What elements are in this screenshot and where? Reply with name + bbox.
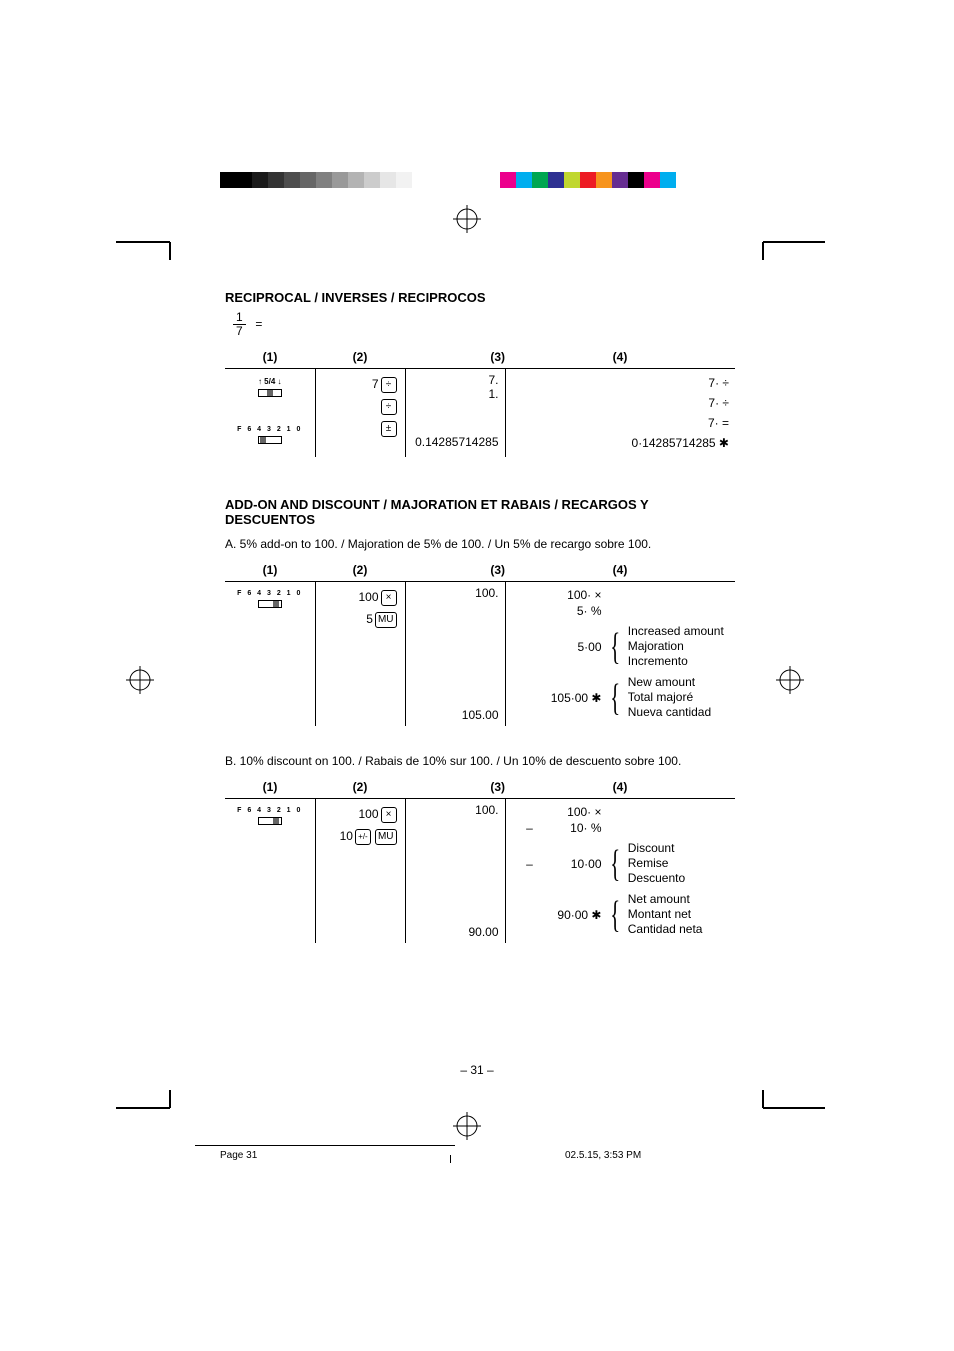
decimal-switch: F 6 4 3 2 1 0	[237, 426, 302, 447]
print-line: 10· %	[540, 821, 602, 835]
col-header-4: (4)	[505, 346, 735, 369]
display-value: 7.	[412, 373, 499, 387]
col-header-2: (2)	[315, 346, 405, 369]
print-line: 100· ×	[540, 588, 602, 602]
display-value: 1.	[412, 387, 499, 401]
print-line: 0·14285714285 ✱	[512, 433, 730, 453]
plusminus-key: ±	[381, 421, 397, 437]
brace-labels: Net amount Montant net Cantidad neta	[628, 892, 703, 937]
display-value: 0.14285714285	[412, 435, 499, 449]
divide-key: ÷	[381, 377, 397, 393]
fraction-expression: 1 7 =	[233, 311, 735, 338]
page-content: RECIPROCAL / INVERSES / RECIPROCOS 1 7 =…	[225, 290, 735, 943]
discount-table-b: (1) (2) (3) (4) F 6 4 3 2 1 0 100× 10+/-…	[225, 776, 735, 943]
footer-rule	[195, 1145, 455, 1146]
print-line: 5· %	[540, 604, 602, 618]
registration-mark-right	[776, 666, 804, 697]
addon-table-a: (1) (2) (3) (4) F 6 4 3 2 1 0 100× 5MU 1…	[225, 559, 735, 726]
subsection-a-text: A. 5% add-on to 100. / Majoration de 5% …	[225, 537, 735, 551]
crop-mark-bl	[116, 1090, 188, 1162]
multiply-key: ×	[381, 590, 397, 606]
print-value: 5·00	[540, 640, 602, 654]
section-title-reciprocal: RECIPROCAL / INVERSES / RECIPROCOS	[225, 290, 735, 305]
subsection-b-text: B. 10% discount on 100. / Rabais de 10% …	[225, 754, 735, 768]
brace-labels: Increased amount Majoration Incremento	[628, 624, 724, 669]
page-number: – 31 –	[0, 1063, 954, 1077]
print-value: 90·00 ✱	[540, 908, 602, 922]
crop-mark-tr	[745, 188, 825, 260]
grayscale-calibration-bar	[220, 172, 428, 188]
footer-page-label: Page 31	[220, 1150, 257, 1161]
print-line: 7· ÷	[512, 393, 730, 413]
registration-mark-left	[126, 666, 154, 697]
divide-key: ÷	[381, 399, 397, 415]
col-header-1: (1)	[225, 346, 315, 369]
footer-timestamp: 02.5.15, 3:53 PM	[565, 1150, 641, 1161]
print-line: 7· ÷	[512, 373, 730, 393]
markup-key: MU	[375, 829, 397, 845]
fraction-denominator: 7	[233, 325, 246, 338]
decimal-switch: F 6 4 3 2 1 0	[237, 807, 302, 828]
brace-icon: {	[610, 899, 620, 931]
rounding-switch: ↑ 5/4 ↓	[258, 377, 282, 400]
reciprocal-table: (1) (2) (3) (4) ↑ 5/4 ↓ F 6 4 3 2 1 0 7÷…	[225, 346, 735, 457]
display-value: 105.00	[412, 708, 499, 722]
brace-icon: {	[610, 848, 620, 880]
print-line: 7· =	[512, 413, 730, 433]
brace-icon: {	[610, 631, 620, 663]
registration-mark-bottom	[453, 1112, 481, 1143]
brace-labels: Discount Remise Descuento	[628, 841, 685, 886]
display-value: 100.	[412, 803, 499, 817]
fraction-numerator: 1	[233, 311, 246, 325]
sign-change-key: +/-	[355, 829, 371, 845]
equals-sign: =	[255, 317, 262, 331]
print-value: 105·00 ✱	[540, 691, 602, 705]
col-header-3: (3)	[405, 346, 505, 369]
markup-key: MU	[375, 612, 397, 628]
color-calibration-bar	[500, 172, 676, 188]
print-value: 10·00	[540, 857, 602, 871]
crop-mark-tl	[116, 188, 188, 260]
brace-icon: {	[610, 682, 620, 714]
footer: Page 31 02.5.15, 3:53 PM	[220, 1150, 774, 1161]
registration-mark-top	[453, 205, 481, 236]
brace-labels: New amount Total majoré Nueva cantidad	[628, 675, 711, 720]
decimal-switch: F 6 4 3 2 1 0	[237, 590, 302, 611]
display-value: 100.	[412, 586, 499, 600]
multiply-key: ×	[381, 807, 397, 823]
display-value: 90.00	[412, 925, 499, 939]
section-title-addon: ADD-ON AND DISCOUNT / MAJORATION ET RABA…	[225, 497, 735, 527]
print-line: 100· ×	[540, 805, 602, 819]
